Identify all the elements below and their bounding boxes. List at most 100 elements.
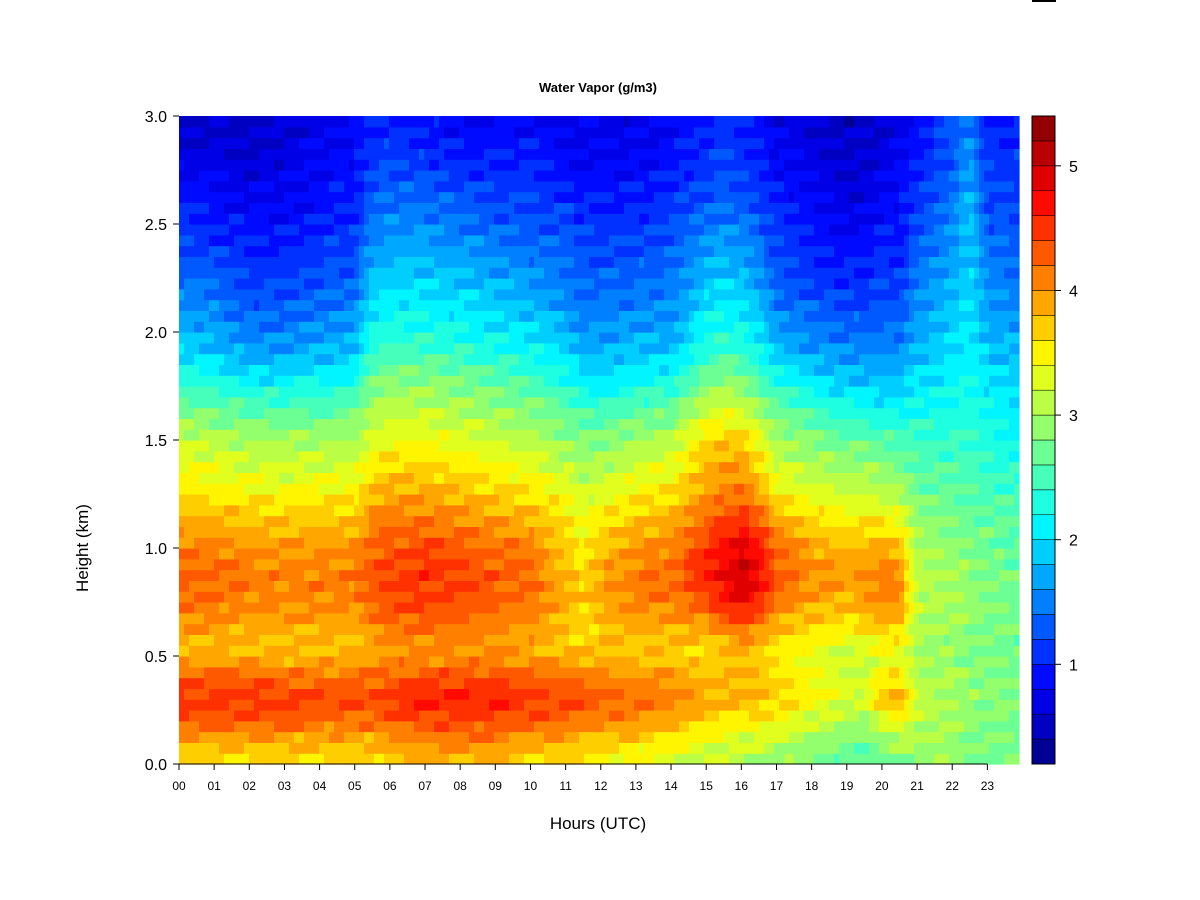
heatmap-cell [514, 116, 520, 128]
heatmap-cell [229, 731, 235, 743]
heatmap-cell [489, 180, 495, 193]
heatmap-cell [229, 288, 235, 301]
heatmap-cell [539, 310, 545, 322]
heatmap-cell [219, 418, 225, 430]
heatmap-cell [219, 407, 225, 419]
heatmap-cell [459, 688, 465, 700]
heatmap-cell [354, 224, 360, 236]
heatmap-cell [309, 656, 315, 668]
heatmap-cell [339, 429, 345, 441]
heatmap-cell [544, 191, 550, 203]
heatmap-cell [294, 116, 300, 128]
heatmap-cell [339, 548, 345, 560]
heatmap-cell [214, 159, 220, 171]
heatmap-cell [589, 116, 595, 128]
heatmap-cell [244, 353, 250, 365]
heatmap-cell [589, 666, 595, 679]
heatmap-cell [279, 494, 285, 506]
heatmap-cell [469, 191, 475, 203]
heatmap-cell [354, 602, 360, 614]
heatmap-cell [254, 569, 260, 581]
heatmap-cell [239, 623, 245, 635]
heatmap-cell [439, 472, 445, 484]
heatmap-cell [254, 720, 260, 733]
heatmap-cell [409, 569, 415, 581]
heatmap-cell [574, 720, 580, 733]
heatmap-cell [554, 558, 560, 571]
heatmap-cell [214, 461, 220, 473]
heatmap-cell [474, 407, 480, 419]
heatmap-cell [314, 634, 320, 646]
heatmap-cell [319, 634, 325, 646]
heatmap-cell [419, 688, 425, 700]
heatmap-cell [464, 504, 470, 517]
heatmap-cell [214, 623, 220, 635]
heatmap-cell [259, 213, 265, 225]
heatmap-cell [579, 375, 585, 387]
heatmap-cell [389, 731, 395, 743]
heatmap-cell [579, 742, 585, 754]
heatmap-cell [564, 407, 570, 419]
heatmap-cell [564, 558, 570, 571]
heatmap-cell [509, 407, 515, 419]
heatmap-cell [509, 634, 515, 646]
heatmap-cell [424, 591, 430, 603]
heatmap-cell [314, 375, 320, 387]
heatmap-cell [419, 483, 425, 495]
heatmap-cell [269, 234, 275, 247]
heatmap-cell [549, 299, 555, 311]
heatmap-cell [234, 202, 240, 214]
heatmap-cell [374, 666, 380, 679]
heatmap-cell [449, 742, 455, 754]
heatmap-cell [524, 472, 530, 484]
heatmap-cell [214, 234, 220, 247]
heatmap-cell [429, 494, 435, 506]
heatmap-cell [354, 634, 360, 646]
heatmap-cell [469, 666, 475, 679]
heatmap-cell [214, 753, 220, 765]
heatmap-cell [279, 666, 285, 679]
heatmap-cell [364, 137, 370, 149]
heatmap-cell [454, 677, 460, 689]
heatmap-cell [514, 170, 520, 182]
heatmap-cell [369, 288, 375, 301]
heatmap-cell [539, 299, 545, 311]
heatmap-cell [369, 461, 375, 473]
heatmap-cell [309, 213, 315, 225]
heatmap-cell [429, 159, 435, 171]
heatmap-cell [374, 569, 380, 581]
heatmap-cell [289, 753, 295, 765]
heatmap-cell [189, 461, 195, 473]
heatmap-cell [334, 580, 340, 592]
heatmap-cell [519, 656, 525, 668]
heatmap-cell [544, 159, 550, 171]
heatmap-cell [419, 332, 425, 344]
heatmap-cell [469, 440, 475, 452]
heatmap-cell [449, 731, 455, 743]
heatmap-cell [344, 623, 350, 635]
heatmap-cell [249, 191, 255, 203]
heatmap-cell [244, 612, 250, 625]
heatmap-cell [469, 483, 475, 495]
heatmap-cell [449, 224, 455, 236]
heatmap-cell [559, 396, 565, 409]
heatmap-cell [579, 558, 585, 571]
heatmap-cell [239, 429, 245, 441]
heatmap-cell [574, 386, 580, 398]
heatmap-cell [374, 580, 380, 592]
heatmap-cell [254, 537, 260, 549]
heatmap-cell [419, 515, 425, 527]
heatmap-cell [339, 688, 345, 700]
heatmap-cell [394, 224, 400, 236]
heatmap-cell [384, 483, 390, 495]
heatmap-cell [384, 256, 390, 268]
heatmap-cell [199, 224, 205, 236]
heatmap-cell [319, 332, 325, 344]
heatmap-cell [244, 278, 250, 290]
heatmap-cell [384, 342, 390, 355]
heatmap-cell [294, 753, 300, 765]
heatmap-cell [189, 364, 195, 376]
heatmap-cell [504, 256, 510, 268]
heatmap-cell [339, 386, 345, 398]
heatmap-cell [474, 742, 480, 754]
